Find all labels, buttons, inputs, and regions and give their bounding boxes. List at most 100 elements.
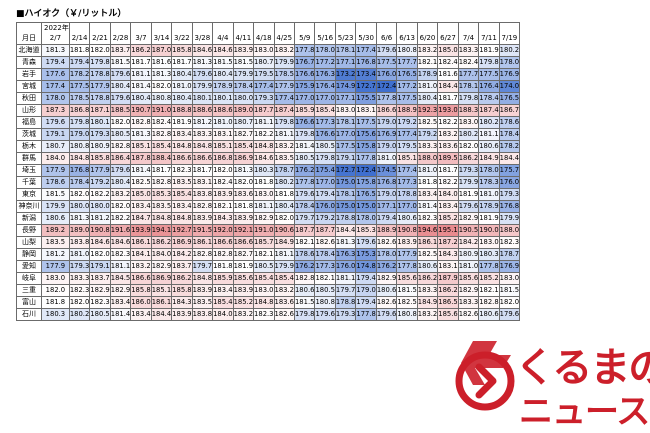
- price-cell: 180.6: [416, 260, 439, 273]
- price-cell: 175.5: [355, 92, 377, 105]
- price-cell: 183.6: [273, 296, 295, 309]
- table-row: 栃木 180.7 180.8 180.9 182.8 185.1 185.4 184.8 184…: [16, 140, 521, 153]
- price-cell: 192.7: [171, 224, 193, 237]
- price-cell: 180.3: [253, 164, 275, 177]
- price-cell: 182.0: [68, 188, 91, 201]
- price-cell: 182.0: [498, 296, 521, 309]
- price-cell: 179.8: [478, 56, 500, 69]
- price-cell: 182.1: [478, 284, 500, 297]
- column-header-date: 3/7: [130, 33, 152, 45]
- price-cell: 181.5: [232, 56, 255, 69]
- prefecture-label: 岐阜: [16, 272, 42, 285]
- price-cell: 179.9: [232, 68, 255, 81]
- price-cell: 179.9: [273, 56, 295, 69]
- price-cell: 182.0: [89, 44, 111, 57]
- header-blank-cell: [191, 22, 214, 33]
- price-cell: 177.0: [293, 92, 316, 105]
- price-cell: 178.0: [355, 212, 377, 225]
- price-cell: 182.2: [89, 188, 111, 201]
- price-cell: 180.8: [68, 140, 91, 153]
- price-cell: 179.4: [375, 212, 398, 225]
- prefecture-label: 埼玉: [16, 164, 42, 177]
- price-cell: 180.6: [293, 284, 316, 297]
- price-cell: 176.0: [314, 200, 336, 213]
- table-row: 神奈川 179.9 180.0 180.0 182.0 183.4 183.5 183.4 18…: [16, 200, 521, 213]
- price-cell: 179.6: [314, 308, 336, 321]
- price-cell: 190.7: [130, 104, 152, 117]
- price-cell: 182.8: [150, 176, 173, 189]
- header-blank-cell: [212, 22, 234, 33]
- price-cell: 182.3: [498, 236, 521, 249]
- price-cell: 179.8: [457, 92, 480, 105]
- price-cell: 180.0: [232, 92, 255, 105]
- price-cell: 182.8: [150, 128, 173, 141]
- price-cell: 183.6: [232, 188, 255, 201]
- price-cell: 183.5: [273, 152, 295, 165]
- price-cell: 181.4: [130, 164, 152, 177]
- price-cell: 181.7: [437, 92, 459, 105]
- price-cell: 182.8: [212, 248, 234, 261]
- price-cell: 180.6: [478, 140, 500, 153]
- price-cell: 178.5: [68, 92, 91, 105]
- header-blank-cell: [130, 22, 152, 33]
- price-cell: 182.3: [171, 164, 193, 177]
- price-cell: 178.6: [41, 176, 70, 189]
- price-cell: 181.1: [334, 272, 357, 285]
- price-cell: 181.6: [150, 56, 173, 69]
- price-cell: 183.5: [171, 176, 193, 189]
- header-blank-cell: [293, 22, 316, 33]
- price-cell: 183.2: [130, 260, 152, 273]
- price-cell: 191.0: [253, 224, 275, 237]
- price-cell: 180.8: [150, 92, 173, 105]
- column-header-date: 3/28: [191, 33, 214, 45]
- price-cell: 177.9: [89, 164, 111, 177]
- price-cell: 180.6: [478, 308, 500, 321]
- price-cell: 187.1: [89, 104, 111, 117]
- price-cell: 186.2: [457, 152, 480, 165]
- logo-emblem-icon: [455, 341, 515, 411]
- price-cell: 188.4: [150, 152, 173, 165]
- price-cell: 181.1: [253, 200, 275, 213]
- price-cell: 182.5: [130, 176, 152, 189]
- price-cell: 180.6: [41, 212, 70, 225]
- price-cell: 180.1: [89, 116, 111, 129]
- price-cell: 177.7: [457, 68, 480, 81]
- price-cell: 183.4: [437, 200, 459, 213]
- price-cell: 178.5: [273, 68, 295, 81]
- price-cell: 183.2: [273, 140, 295, 153]
- prefecture-label: 宮城: [16, 80, 42, 93]
- price-cell: 194.1: [150, 224, 173, 237]
- price-cell: 176.4: [478, 80, 500, 93]
- price-cell: 186.6: [130, 272, 152, 285]
- price-cell: 188.9: [375, 224, 398, 237]
- price-cell: 183.9: [232, 284, 255, 297]
- price-cell: 181.1: [273, 128, 295, 141]
- table-row: 富山 181.8 182.0 182.3 183.4 186.0 186.1 184.3 183…: [16, 296, 521, 309]
- price-cell: 181.5: [212, 56, 234, 69]
- price-cell: 177.3: [314, 260, 336, 273]
- price-cell: 181.0: [416, 80, 439, 93]
- price-cell: 179.4: [355, 272, 377, 285]
- prefecture-label: 福島: [16, 116, 42, 129]
- prefecture-label: 長野: [16, 224, 42, 237]
- price-cell: 184.4: [150, 308, 173, 321]
- price-cell: 178.0: [41, 92, 70, 105]
- price-cell: 178.4: [314, 248, 336, 261]
- price-cell: 177.5: [478, 68, 500, 81]
- price-cell: 182.3: [253, 308, 275, 321]
- price-cell: 181.3: [68, 212, 91, 225]
- price-cell: 183.2: [232, 308, 255, 321]
- price-cell: 184.8: [171, 212, 193, 225]
- price-cell: 176.9: [498, 68, 521, 81]
- price-cell: 182.7: [232, 248, 255, 261]
- price-cell: 172.4: [355, 164, 377, 177]
- column-header-date: 4/4: [212, 33, 234, 45]
- price-cell: 188.6: [191, 104, 214, 117]
- price-cell: 186.1: [130, 236, 152, 249]
- price-cell: 180.2: [273, 176, 295, 189]
- price-cell: 177.2: [396, 80, 418, 93]
- price-cell: 180.8: [396, 308, 418, 321]
- table-row: 宮城 177.4 177.5 177.9 180.4 181.4 182.0 181.0 179…: [16, 80, 521, 93]
- price-cell: 187.0: [150, 44, 173, 57]
- price-cell: 184.8: [253, 140, 275, 153]
